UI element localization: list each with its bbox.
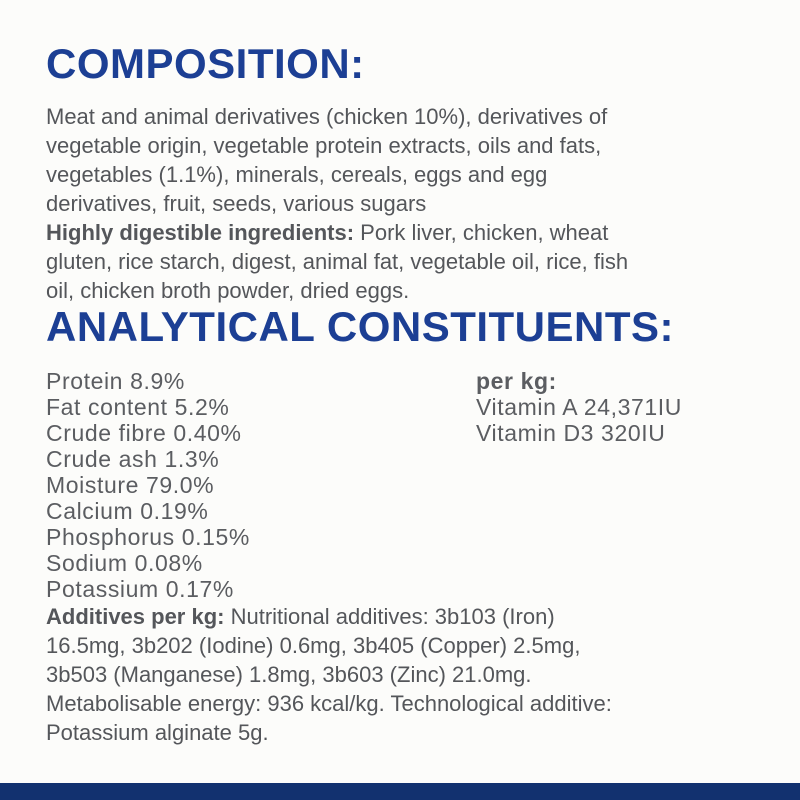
additives-lead: Additives per kg: (46, 603, 225, 629)
composition-heading: COMPOSITION: (46, 40, 365, 87)
analytical-item-protein: Protein 8.9% (46, 367, 185, 394)
analytical-item-crude-ash: Crude ash 1.3% (46, 445, 220, 472)
composition-paragraph: Meat and animal derivatives (chicken 10%… (46, 102, 794, 218)
analytical-values-list: Protein 8.9% Fat content 5.2% Crude fibr… (46, 368, 794, 602)
vitamin-d3-item: Vitamin D3 320IU (476, 419, 666, 446)
per-kg-heading: per kg: (476, 367, 557, 394)
additives-paragraph: Additives per kg: Nutritional additives:… (46, 602, 794, 747)
per-kg-block: per kg: Vitamin A 24,371IU Vitamin D3 32… (476, 368, 682, 446)
digestible-ingredients-text: Pork liver, chicken, wheat gluten, rice … (46, 220, 629, 304)
analytical-item-fat: Fat content 5.2% (46, 393, 230, 420)
analytical-constituents-heading: ANALYTICAL CONSTITUENTS: (46, 303, 675, 351)
analytical-item-sodium: Sodium 0.08% (46, 549, 203, 576)
footer-brand-bar (0, 783, 800, 800)
analytical-item-potassium: Potassium 0.17% (46, 575, 234, 602)
vitamin-a-item: Vitamin A 24,371IU (476, 393, 683, 420)
analytical-columns: Protein 8.9% Fat content 5.2% Crude fibr… (46, 368, 794, 602)
pet-food-label: COMPOSITION: Meat and animal derivatives… (46, 40, 794, 747)
additives-text: Nutritional additives: 3b103 (Iron) 16.5… (46, 603, 612, 745)
analytical-item-crude-fibre: Crude fibre 0.40% (46, 419, 242, 446)
analytical-item-moisture: Moisture 79.0% (46, 471, 215, 498)
analytical-item-calcium: Calcium 0.19% (46, 497, 209, 524)
digestible-ingredients-paragraph: Highly digestible ingredients: Pork live… (46, 218, 794, 305)
digestible-ingredients-lead: Highly digestible ingredients: (46, 220, 355, 246)
composition-text: Meat and animal derivatives (chicken 10%… (46, 104, 608, 217)
analytical-item-phosphorus: Phosphorus 0.15% (46, 523, 250, 550)
